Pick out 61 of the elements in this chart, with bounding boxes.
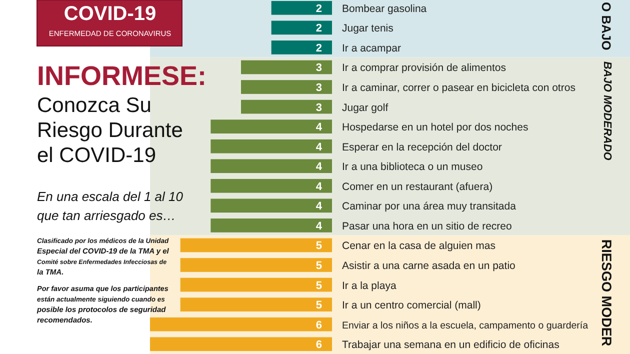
bar <box>210 178 332 193</box>
bar <box>150 337 332 352</box>
data-label: 4 <box>316 180 323 193</box>
chart-title: COVID-19 <box>64 3 156 25</box>
data-label: 3 <box>316 102 322 114</box>
data-label: 4 <box>316 161 323 174</box>
data-label: 5 <box>316 260 322 272</box>
y-tick-label: Comer en un restaurant (afuera) <box>342 180 493 193</box>
data-label: 6 <box>316 319 322 332</box>
data-label: 6 <box>316 339 322 352</box>
y-tick-label: Pasar una hora en un sitio de recreo <box>342 220 512 232</box>
annotation: Conozca Su Riesgo Durante el COVID-19 <box>37 94 183 167</box>
y-tick-label: Bombear gasolina <box>342 2 427 15</box>
bar <box>180 258 332 272</box>
data-label: 5 <box>316 240 322 252</box>
band-label: O BAJO <box>599 2 613 50</box>
y-tick-label: Caminar por una área muy transitada <box>342 200 516 213</box>
y-tick-label: Esperar en la recepción del doctor <box>342 141 502 154</box>
bar <box>210 218 332 232</box>
bar <box>180 238 332 252</box>
data-label: 3 <box>316 62 322 74</box>
y-tick-label: Trabajar una semana en un edificio de oficinas <box>342 339 560 352</box>
bar <box>241 60 332 74</box>
bar <box>271 20 332 35</box>
y-tick-label: Ir a caminar, correr o pasear en bicicleta con otros <box>342 82 576 94</box>
bar <box>150 317 332 332</box>
bar <box>210 139 332 154</box>
data-label: 2 <box>316 42 322 54</box>
band-label: RIESGO MODER <box>599 239 614 346</box>
y-tick-label: Cenar en la casa de alguien mas <box>342 240 496 252</box>
y-tick-label: Ir a una biblioteca o un museo <box>342 161 483 174</box>
y-tick-label: Ir a acampar <box>342 42 402 54</box>
y-tick-label: Jugar golf <box>342 102 388 114</box>
annotation: INFORMESE: <box>37 61 207 91</box>
y-tick-label: Jugar tenis <box>342 22 394 35</box>
bar <box>180 278 332 292</box>
y-tick-label: Ir a la playa <box>342 280 396 292</box>
bar <box>241 80 332 94</box>
y-tick-label: Hospedarse en un hotel por dos noches <box>342 122 528 134</box>
y-tick-label: Enviar a los niños a la escuela, campamento o guardería <box>342 320 589 332</box>
bar <box>271 0 332 15</box>
bar <box>271 40 332 54</box>
bar <box>210 120 332 134</box>
bar <box>241 100 332 114</box>
data-label: 4 <box>316 220 323 232</box>
bar <box>210 159 332 174</box>
data-label: 5 <box>316 300 322 312</box>
data-label: 3 <box>316 82 322 94</box>
y-tick-label: Ir a un centro comercial (mall) <box>342 300 481 312</box>
bar <box>210 198 332 213</box>
data-label: 5 <box>316 280 322 292</box>
annotation: En una escala del 1 al 10 que tan arriesgado es… <box>37 189 184 223</box>
data-label: 4 <box>316 141 323 154</box>
data-label: 2 <box>316 2 322 15</box>
data-label: 4 <box>316 200 323 213</box>
band-label: BAJO MODERADO <box>601 61 613 161</box>
data-label: 2 <box>316 22 322 35</box>
y-tick-label: Asistir a una carne asada en un patio <box>342 260 516 272</box>
data-label: 4 <box>316 122 323 134</box>
bar <box>180 298 332 312</box>
y-tick-label: Ir a comprar provisión de alimentos <box>342 62 506 74</box>
